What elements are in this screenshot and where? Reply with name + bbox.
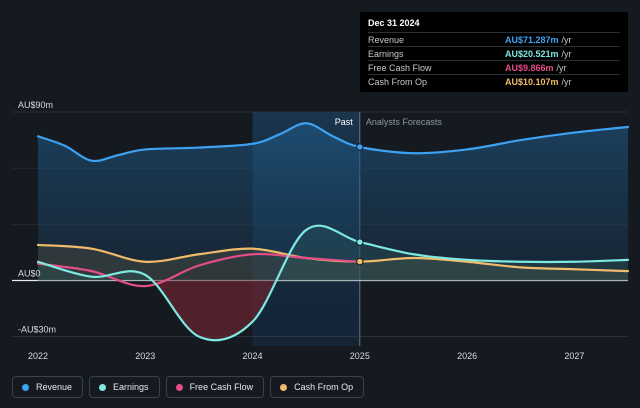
tooltip-row-earnings: Earnings AU$20.521m /yr: [368, 46, 620, 60]
chart-marker-layer: [356, 143, 364, 266]
tooltip-label: Revenue: [368, 34, 405, 45]
legend-label: Revenue: [36, 382, 73, 392]
chart-line-layer: [36, 122, 630, 342]
tooltip-unit: /yr: [561, 48, 572, 59]
legend-label: Earnings: [113, 382, 149, 392]
tooltip-unit: /yr: [561, 34, 572, 45]
legend-dot-icon: [22, 383, 29, 391]
earnings-positive-area: [38, 225, 628, 281]
legend-dot-icon: [280, 383, 288, 391]
x-tick-label: 2022: [28, 351, 48, 361]
x-tick-label: 2024: [243, 351, 263, 361]
x-tick-label: 2025: [350, 351, 370, 361]
free-cash-flow-line: [36, 252, 361, 288]
tooltip-date: Dec 31 2024: [368, 18, 420, 28]
x-tick-label: 2027: [564, 351, 584, 361]
cash-from-op-marker: [356, 257, 364, 266]
forecast-label: Analysts Forecasts: [366, 117, 443, 127]
tooltip-value: AU$9.866m: [505, 62, 554, 73]
y-tick-label: AU$90m: [18, 100, 53, 110]
tooltip-row-cash-from-op: Cash From Op AU$10.107m /yr: [368, 74, 620, 88]
chart-legend: Revenue Earnings Free Cash Flow Cash Fro…: [12, 376, 365, 398]
tooltip-label: Cash From Op: [368, 76, 428, 87]
legend-item-free-cash-flow[interactable]: Free Cash Flow: [165, 376, 265, 398]
revenue-marker: [356, 143, 364, 151]
tooltip-unit: /yr: [561, 76, 572, 87]
tooltip-label: Free Cash Flow: [368, 62, 432, 73]
chart-label-layer: AU$90m AU$0 -AU$30m 2022 2023 2024 2025 2026 202…: [18, 100, 584, 361]
tooltip-value: AU$71.287m: [505, 34, 559, 45]
x-tick-label: 2026: [457, 351, 477, 361]
tooltip-value: AU$20.521m: [505, 48, 559, 59]
legend-label: Free Cash Flow: [189, 382, 254, 392]
earnings-negative-area: [152, 280, 277, 341]
legend-dot-icon: [175, 383, 183, 391]
tooltip-panel: Dec 31 2024 Revenue AU$71.287m /yr Earni…: [360, 12, 628, 92]
revenue-area: [38, 123, 628, 281]
tooltip-unit: /yr: [556, 62, 567, 73]
legend-item-revenue[interactable]: Revenue: [12, 376, 84, 398]
past-label: Past: [335, 117, 354, 127]
y-tick-label: -AU$30m: [18, 325, 56, 335]
x-tick-label: 2023: [135, 351, 155, 361]
tooltip-row-revenue: Revenue AU$71.287m /yr: [368, 32, 620, 46]
y-tick-label: AU$0: [18, 268, 41, 278]
revenue-line: [36, 122, 630, 163]
tooltip-row-free-cash-flow: Free Cash Flow AU$9.866m /yr: [368, 60, 620, 74]
legend-dot-icon: [99, 383, 107, 391]
legend-item-earnings[interactable]: Earnings: [89, 376, 160, 398]
tooltip-label: Earnings: [368, 48, 404, 59]
legend-item-cash-from-op[interactable]: Cash From Op: [270, 376, 365, 398]
earnings-marker: [356, 238, 364, 246]
legend-label: Cash From Op: [294, 382, 354, 392]
earnings-line: [36, 224, 630, 342]
tooltip-value: AU$10.107m: [505, 76, 559, 87]
